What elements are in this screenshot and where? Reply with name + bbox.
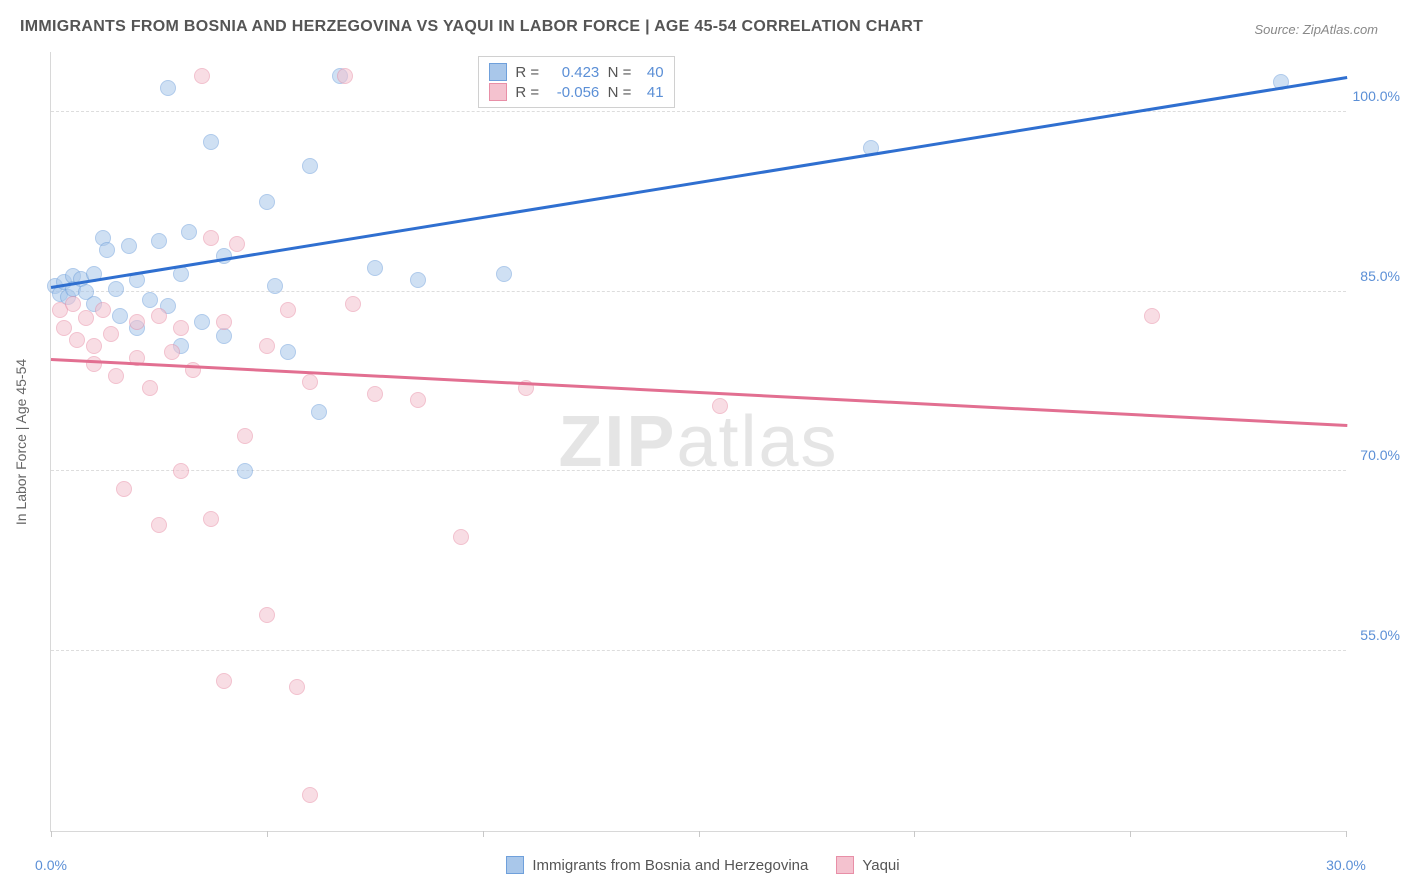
x-tick (914, 831, 915, 837)
data-point (108, 368, 124, 384)
data-point (203, 511, 219, 527)
legend-series-item: Immigrants from Bosnia and Herzegovina (506, 856, 808, 874)
data-point (267, 278, 283, 294)
data-point (116, 481, 132, 497)
data-point (194, 314, 210, 330)
data-point (65, 296, 81, 312)
data-point (289, 679, 305, 695)
data-point (129, 314, 145, 330)
legend-correlation-text: R = -0.056 N = 41 (515, 84, 663, 101)
data-point (237, 428, 253, 444)
legend-swatch (506, 856, 524, 874)
plot-area: ZIPatlas In Labor Force | Age 45-54 R = … (50, 52, 1346, 832)
legend-swatch (836, 856, 854, 874)
data-point (142, 292, 158, 308)
data-point (367, 260, 383, 276)
legend-correlation-text: R = 0.423 N = 40 (515, 64, 663, 81)
x-tick (483, 831, 484, 837)
data-point (194, 68, 210, 84)
legend-correlation-row: R = 0.423 N = 40 (489, 63, 663, 81)
data-point (302, 787, 318, 803)
legend-series-label: Yaqui (862, 857, 899, 874)
data-point (259, 338, 275, 354)
data-point (216, 314, 232, 330)
data-point (181, 224, 197, 240)
data-point (112, 308, 128, 324)
trend-line (51, 358, 1347, 426)
data-point (86, 356, 102, 372)
x-tick (1346, 831, 1347, 837)
data-point (337, 68, 353, 84)
data-point (345, 296, 361, 312)
data-point (78, 310, 94, 326)
x-tick (51, 831, 52, 837)
data-point (151, 308, 167, 324)
data-point (280, 344, 296, 360)
y-tick-label: 70.0% (1360, 447, 1400, 463)
source-credit: Source: ZipAtlas.com (1254, 22, 1378, 37)
data-point (173, 320, 189, 336)
data-point (302, 158, 318, 174)
gridline (51, 650, 1346, 651)
legend-swatch (489, 83, 507, 101)
data-point (203, 230, 219, 246)
data-point (103, 326, 119, 342)
data-point (95, 302, 111, 318)
data-point (280, 302, 296, 318)
data-point (86, 338, 102, 354)
data-point (259, 607, 275, 623)
legend-correlation: R = 0.423 N = 40 R = -0.056 N = 41 (478, 56, 674, 108)
data-point (367, 386, 383, 402)
data-point (99, 242, 115, 258)
gridline (51, 291, 1346, 292)
data-point (311, 404, 327, 420)
data-point (160, 80, 176, 96)
legend-series-label: Immigrants from Bosnia and Herzegovina (532, 857, 808, 874)
legend-series: Immigrants from Bosnia and Herzegovina Ya… (0, 856, 1406, 874)
data-point (142, 380, 158, 396)
data-point (237, 463, 253, 479)
data-point (108, 281, 124, 297)
data-point (453, 529, 469, 545)
legend-series-item: Yaqui (836, 856, 899, 874)
data-point (259, 194, 275, 210)
data-point (121, 238, 137, 254)
data-point (151, 517, 167, 533)
gridline (51, 111, 1346, 112)
data-point (496, 266, 512, 282)
data-point (151, 233, 167, 249)
x-tick (267, 831, 268, 837)
y-tick-label: 55.0% (1360, 627, 1400, 643)
x-tick (699, 831, 700, 837)
y-tick-label: 85.0% (1360, 268, 1400, 284)
data-point (69, 332, 85, 348)
data-point (164, 344, 180, 360)
data-point (56, 320, 72, 336)
trend-line (51, 76, 1347, 288)
y-tick-label: 100.0% (1353, 88, 1400, 104)
y-axis-label: In Labor Force | Age 45-54 (13, 358, 29, 524)
data-point (302, 374, 318, 390)
data-point (410, 392, 426, 408)
data-point (1144, 308, 1160, 324)
data-point (173, 463, 189, 479)
data-point (712, 398, 728, 414)
legend-correlation-row: R = -0.056 N = 41 (489, 83, 663, 101)
legend-swatch (489, 63, 507, 81)
data-point (203, 134, 219, 150)
data-point (216, 328, 232, 344)
data-point (410, 272, 426, 288)
chart-title: IMMIGRANTS FROM BOSNIA AND HERZEGOVINA V… (20, 18, 923, 36)
data-point (229, 236, 245, 252)
data-point (216, 673, 232, 689)
x-tick (1130, 831, 1131, 837)
